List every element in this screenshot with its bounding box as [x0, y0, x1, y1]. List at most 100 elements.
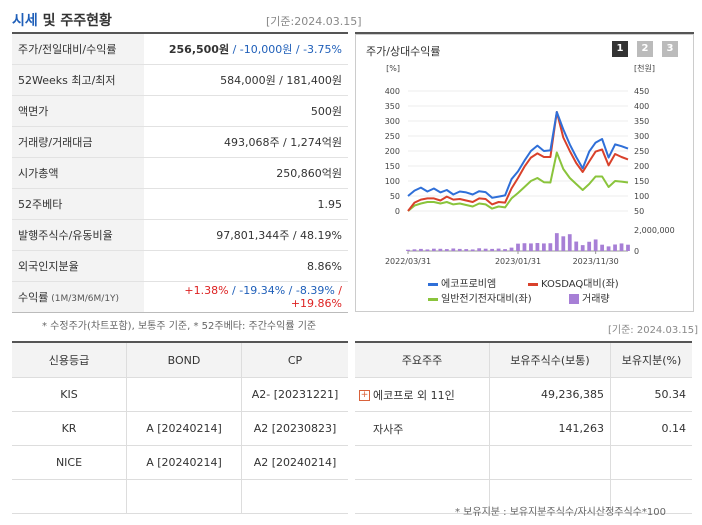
- volume-bar: [477, 248, 482, 251]
- left-axis-label: [%]: [386, 64, 400, 73]
- volume-bar: [567, 234, 572, 251]
- volume-bar: [600, 244, 605, 251]
- row-value: +1.38% / -19.34% / -8.39% / +19.86%: [144, 281, 348, 313]
- return-3m: / -19.34%: [232, 284, 286, 297]
- return-periods: (1M/3M/6M/1Y): [48, 294, 120, 304]
- row-label: 발행주식수/유동비율: [12, 219, 144, 251]
- volume-bar: [490, 248, 495, 251]
- y-tick-label: 300: [385, 117, 400, 126]
- major-holders-table: 주요주주 보유주식수(보통) 보유지분(%) + 에코프로 외 11인 49,23…: [355, 341, 692, 514]
- top-divider: [12, 32, 348, 34]
- row-label: 외국인지분율: [12, 250, 144, 282]
- volume-bar: [541, 243, 546, 251]
- title-accent: 시세: [12, 13, 38, 29]
- volume-bar: [444, 249, 449, 251]
- table-row: KR A [20240214] A2 [20230823]: [12, 411, 348, 446]
- period-button-1[interactable]: 1: [612, 41, 628, 57]
- volume-bar: [535, 243, 540, 251]
- holder-shares: 49,236,385: [489, 377, 611, 412]
- volume-bar: [529, 243, 533, 251]
- y-tick-label: 50: [390, 192, 400, 201]
- credit-rating-table: 신용등급 BOND CP KIS A2- [20231221] KR A [2024…: [12, 341, 348, 514]
- volume-bar: [431, 248, 436, 251]
- volume-bar: [522, 243, 527, 251]
- volume-bar: [619, 243, 624, 251]
- cp-rating: [241, 479, 348, 514]
- agency: NICE: [12, 445, 127, 480]
- column-header: 신용등급: [12, 342, 127, 378]
- return-6m: / -8.39%: [288, 284, 335, 297]
- x-tick-label: 2023/01/31: [495, 257, 541, 266]
- table-row: 52주베타 1.95: [12, 188, 348, 220]
- row-value: 97,801,344주 / 48.19%: [144, 219, 348, 251]
- series-line: [407, 111, 629, 199]
- volume-bar: [406, 249, 410, 251]
- volume-bar: [606, 246, 611, 251]
- table-row: NICE A [20240214] A2 [20240214]: [12, 445, 348, 480]
- volume-bar: [626, 244, 630, 251]
- legend-swatch: [428, 297, 438, 301]
- holders-date: [기준: 2024.03.15]: [608, 325, 699, 336]
- return-label: 수익률: [18, 291, 49, 304]
- volume-bar: [470, 249, 475, 251]
- y2-tick-label: 250: [634, 147, 649, 156]
- y2-tick-label: 400: [634, 102, 649, 111]
- chart-panel: 주가/상대수익률 1 2 3 [%] [천원] 0 50 50 100 100 150 150 2…: [355, 34, 694, 312]
- y2-tick-label: 100: [634, 192, 649, 201]
- volume-tick-label: 2,000,000: [634, 226, 675, 235]
- y-tick-label: 250: [385, 132, 400, 141]
- quote-table: 주가/전일대비/수익률 256,500원 / -10,000원 / -3.75%…: [12, 34, 348, 313]
- y-tick-label: 0: [395, 207, 400, 216]
- row-label: 시가총액: [12, 157, 144, 189]
- header-row: 주요주주 보유주식수(보통) 보유지분(%): [355, 342, 692, 378]
- period-button-2[interactable]: 2: [637, 41, 653, 57]
- cp-rating: A2 [20240214]: [241, 445, 348, 480]
- volume-bar: [548, 243, 553, 251]
- expand-icon[interactable]: +: [359, 390, 370, 401]
- table-row: 외국인지분율 8.86%: [12, 250, 348, 282]
- holder-pct: 50.34: [610, 377, 692, 412]
- column-header: 주요주주: [355, 342, 490, 378]
- volume-bar: [509, 247, 514, 251]
- holder-name-text: 에코프로 외 11인: [373, 388, 455, 402]
- return-1m: +1.38%: [184, 284, 229, 297]
- table-row: KIS A2- [20231221]: [12, 377, 348, 412]
- row-label: 수익률 (1M/3M/6M/1Y): [12, 281, 144, 313]
- row-value: 584,000원 / 181,400원: [144, 64, 348, 96]
- table-row: 시가총액 250,860억원: [12, 157, 348, 189]
- title-rest: 및 주주현황: [37, 13, 112, 29]
- volume-bar: [580, 245, 585, 251]
- column-header: 보유지분(%): [610, 342, 692, 378]
- holder-shares: 141,263: [489, 411, 611, 446]
- volume-bar: [593, 239, 598, 251]
- period-button-3[interactable]: 3: [662, 41, 678, 57]
- y2-tick-label: 450: [634, 87, 649, 96]
- holder-name: [355, 479, 490, 514]
- section-title: 시세 및 주주현황: [12, 10, 112, 30]
- row-label: 주가/전일대비/수익률: [12, 34, 144, 65]
- row-label: 거래량/거래대금: [12, 126, 144, 158]
- row-value: 256,500원 / -10,000원 / -3.75%: [144, 34, 348, 65]
- series-line: [407, 111, 629, 212]
- footnote-holding: * 보유지분 : 보유지분주식수/자시산정주식수*100: [455, 507, 666, 518]
- agency: [12, 479, 127, 514]
- y2-tick-label: 200: [634, 162, 649, 171]
- y2-tick-label: 350: [634, 117, 649, 126]
- volume-bar: [464, 249, 469, 251]
- table-row: 액면가 500원: [12, 95, 348, 127]
- cp-rating: A2- [20231221]: [241, 377, 348, 412]
- x-tick-label: 2022/03/31: [385, 257, 431, 266]
- legend-label: KOSDAQ대비(좌): [541, 279, 619, 290]
- bond-rating: A [20240214]: [126, 411, 242, 446]
- row-value: 500원: [144, 95, 348, 127]
- holder-shares: [489, 445, 611, 480]
- table-row: 거래량/거래대금 493,068주 / 1,274억원: [12, 126, 348, 158]
- volume-bar: [412, 249, 417, 251]
- legend-label: 거래량: [582, 294, 610, 305]
- row-label: 액면가: [12, 95, 144, 127]
- column-header: 보유주식수(보통): [489, 342, 611, 378]
- row-value: 493,068주 / 1,274억원: [144, 126, 348, 158]
- legend-item: 일반전기전자대비(좌): [428, 290, 532, 305]
- volume-bar: [503, 249, 507, 251]
- x-tick-label: 2023/11/30: [573, 257, 619, 266]
